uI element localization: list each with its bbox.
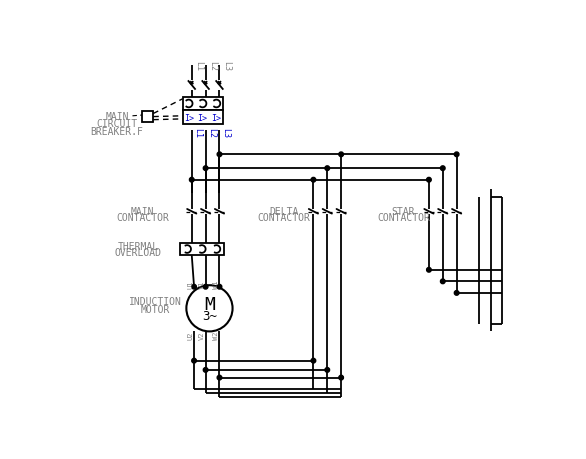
- Text: M: M: [204, 295, 215, 313]
- Circle shape: [203, 285, 208, 290]
- Text: THERMAL: THERMAL: [117, 241, 158, 252]
- Text: V2: V2: [199, 331, 205, 340]
- Bar: [182, 97, 223, 111]
- Circle shape: [427, 268, 431, 273]
- Text: CONTACTOR: CONTACTOR: [258, 213, 311, 223]
- Text: L1: L1: [194, 61, 203, 71]
- Text: OVERLOAD: OVERLOAD: [114, 247, 161, 257]
- Circle shape: [454, 153, 459, 157]
- Text: MAIN: MAIN: [131, 206, 154, 216]
- Circle shape: [339, 375, 343, 380]
- Text: L1: L1: [193, 127, 202, 137]
- Text: L2: L2: [208, 61, 217, 71]
- Text: U1: U1: [188, 280, 193, 288]
- Text: W1: W1: [213, 280, 219, 288]
- Text: V1: V1: [199, 280, 205, 288]
- Circle shape: [311, 178, 316, 183]
- Circle shape: [217, 285, 222, 290]
- Bar: [180, 243, 224, 256]
- Bar: [182, 111, 223, 125]
- Circle shape: [192, 285, 196, 290]
- Text: 3~: 3~: [202, 309, 217, 322]
- Circle shape: [441, 280, 445, 284]
- Circle shape: [192, 358, 196, 363]
- Text: L3: L3: [222, 61, 231, 71]
- Text: I>: I>: [212, 113, 222, 123]
- Text: INDUCTION: INDUCTION: [129, 296, 182, 306]
- Circle shape: [217, 153, 222, 157]
- Circle shape: [339, 153, 343, 157]
- Text: STAR: STAR: [392, 206, 415, 216]
- Circle shape: [189, 178, 194, 183]
- Text: I>: I>: [183, 113, 194, 123]
- Circle shape: [427, 178, 431, 183]
- Text: CONTACTOR: CONTACTOR: [116, 213, 169, 223]
- Circle shape: [325, 167, 329, 171]
- Text: CONTACTOR: CONTACTOR: [377, 213, 430, 223]
- Text: DELTA: DELTA: [270, 206, 299, 216]
- Text: BREAKER.F: BREAKER.F: [91, 127, 144, 137]
- Text: W2: W2: [213, 331, 219, 340]
- Circle shape: [203, 167, 208, 171]
- Text: CIRCUIT: CIRCUIT: [97, 119, 138, 129]
- Circle shape: [441, 167, 445, 171]
- Circle shape: [203, 368, 208, 372]
- Circle shape: [311, 358, 316, 363]
- Text: L2: L2: [207, 127, 216, 137]
- Circle shape: [325, 368, 329, 372]
- Text: MOTOR: MOTOR: [141, 304, 171, 314]
- Text: MAIN: MAIN: [105, 112, 129, 122]
- Text: L3: L3: [221, 127, 230, 137]
- Circle shape: [454, 291, 459, 296]
- Text: I>: I>: [197, 113, 207, 123]
- Circle shape: [217, 375, 222, 380]
- Bar: [142, 112, 154, 123]
- Text: U2: U2: [188, 331, 193, 340]
